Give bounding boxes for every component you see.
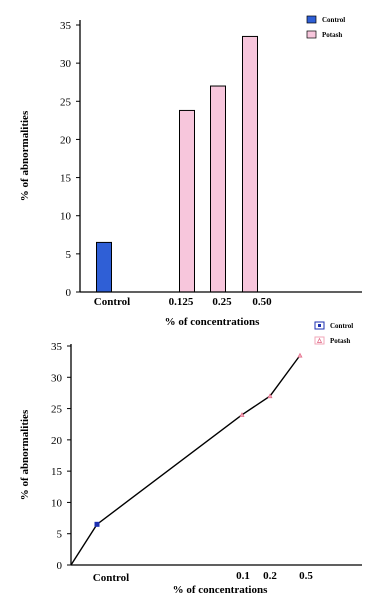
- line-y-tick-label: 10: [51, 497, 63, 509]
- line-x-ticks: Control 0.1 0.2 0.5: [93, 570, 314, 584]
- line-legend: Control Potash: [314, 321, 353, 345]
- line-y-tick-label: 35: [51, 341, 63, 353]
- legend-label-control: Control: [322, 16, 345, 24]
- line-series: [70, 352, 303, 566]
- bar-y-tick-label: 30: [60, 58, 72, 70]
- line-x-tick-0-5: 0.5: [299, 570, 313, 582]
- bar-control: [96, 241, 112, 293]
- legend-marker-control-line: [318, 324, 321, 327]
- line-x-axis-label: % of concentrations: [173, 584, 268, 596]
- legend-swatch-control: [306, 15, 317, 24]
- line-y-ticks: 0 5 10 15 20 25 30 35: [51, 341, 71, 572]
- bar-0-50: [242, 35, 258, 293]
- bar-0-125: [179, 109, 195, 293]
- bar-y-tick-label: 10: [60, 211, 72, 223]
- bar-x-tick-0-50: 0.50: [252, 296, 272, 308]
- bar-x-axis-label: % of concentrations: [165, 316, 260, 328]
- bar-x-ticks: Control 0.125 0.25 0.50: [94, 296, 272, 308]
- point-0-2: [267, 393, 273, 399]
- line-y-tick-label: 15: [51, 466, 63, 478]
- bar-x-tick-0-125: 0.125: [169, 296, 194, 308]
- line-y-tick-label: 25: [51, 404, 63, 416]
- legend-marker-potash-line: [316, 337, 323, 343]
- line-x-tick-0-2: 0.2: [263, 570, 277, 582]
- bar-y-tick-label: 0: [66, 287, 72, 299]
- line-y-tick-label: 30: [51, 372, 63, 384]
- line-x-tick-0-1: 0.1: [236, 570, 250, 582]
- bar-x-tick-control: Control: [94, 296, 130, 308]
- abnormalities-line: [70, 354, 301, 566]
- legend-label-potash: Potash: [322, 31, 342, 39]
- bar-y-tick-label: 15: [60, 173, 72, 185]
- legend-label-potash-line: Potash: [330, 337, 350, 345]
- bar-y-ticks: 0 5 10 15 20 25 30 35: [60, 20, 80, 299]
- point-0-1: [239, 412, 245, 417]
- legend-swatch-potash: [306, 30, 317, 39]
- bar-y-axis-label: % of abnormalities: [19, 110, 31, 201]
- bar-y-tick-label: 20: [60, 134, 72, 146]
- line-y-axis-label: % of abnormalities: [19, 409, 31, 500]
- bar-series: [96, 35, 258, 293]
- line-y-tick-label: 5: [57, 529, 63, 541]
- bar-legend: Control Potash: [306, 15, 345, 39]
- line-y-tick-label: 20: [51, 435, 63, 447]
- point-0-5: [297, 352, 303, 358]
- bar-y-tick-label: 35: [60, 20, 72, 32]
- bar-y-tick-label: 5: [66, 249, 72, 261]
- legend-label-control-line: Control: [330, 322, 353, 330]
- bar-y-tick-label: 25: [60, 96, 72, 108]
- bar-x-tick-0-25: 0.25: [212, 296, 232, 308]
- point-control: [94, 521, 100, 527]
- bar-0-25: [210, 85, 226, 293]
- line-x-tick-control: Control: [93, 572, 129, 584]
- legend-swatch-potash-line: [314, 336, 325, 345]
- line-chart: 0 5 10 15 20 25 30 35 Control 0.1 0.2 0.5 % of con…: [19, 321, 362, 596]
- line-y-tick-label: 0: [57, 560, 63, 572]
- bar-chart: 0 5 10 15 20 25 30 35 Control 0.125 0.25 0.50 % of…: [19, 15, 362, 328]
